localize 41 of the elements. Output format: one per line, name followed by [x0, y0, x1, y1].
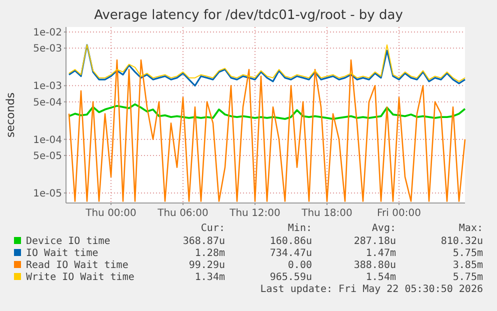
text: 160.86u — [270, 236, 312, 247]
legend-label: IO Wait time — [26, 248, 98, 259]
text: 388.80u — [354, 260, 396, 271]
x-tick-label: Thu 12:00 — [228, 208, 280, 219]
legend-label: Device IO time — [26, 236, 110, 247]
y-tick-label: 1e-02 — [33, 28, 62, 39]
chart-title: Average latency for /dev/tdc01-vg/root - by day — [94, 8, 404, 23]
text: 5.75m — [452, 248, 483, 259]
legend-label: Read IO Wait time — [26, 260, 128, 271]
legend-label: Write IO Wait time — [26, 272, 134, 283]
text: Max: — [458, 223, 483, 234]
text: 5.75m — [452, 272, 483, 283]
x-tick-label: Thu 18:00 — [300, 208, 352, 219]
text: 1.54m — [366, 272, 396, 283]
y-tick-label: 5e-03 — [33, 44, 62, 55]
line-series — [68, 103, 466, 120]
y-tick-label: 1e-04 — [33, 134, 62, 146]
text: 99.29u — [188, 260, 225, 271]
text: 1.47m — [366, 248, 396, 259]
x-tick-label: Thu 00:00 — [84, 208, 136, 219]
text: 3.85m — [452, 260, 483, 271]
text: 1.28m — [194, 248, 225, 259]
text: 368.87u — [182, 236, 225, 247]
y-tick-label: 1e-05 — [33, 188, 62, 200]
text: Min: — [288, 223, 312, 234]
text: 734.47u — [270, 248, 312, 259]
text: 810.32u — [440, 236, 483, 247]
text: Last update: Fri May 22 05:30:50 2026 — [260, 284, 483, 295]
y-axis-title: seconds — [4, 92, 17, 138]
y-tick-label: 1e-03 — [33, 81, 62, 92]
text: 287.18u — [354, 236, 396, 247]
line-series — [68, 59, 466, 202]
y-tick-label: 5e-05 — [33, 150, 62, 162]
text: Cur: — [200, 223, 225, 234]
x-tick-label: Fri 00:00 — [377, 208, 421, 219]
x-tick-label: Thu 06:00 — [156, 208, 208, 219]
text: Avg: — [372, 223, 396, 234]
text: 1.34m — [194, 272, 225, 283]
text: 0.00 — [288, 260, 312, 271]
text: 965.59u — [270, 272, 312, 283]
y-tick-label: 5e-04 — [33, 97, 62, 108]
